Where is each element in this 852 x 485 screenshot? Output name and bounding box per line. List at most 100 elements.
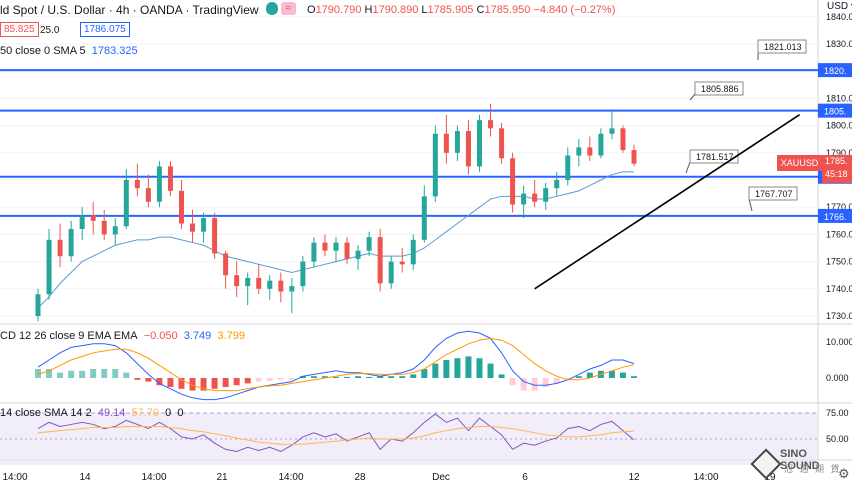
macd-histogram-bar — [299, 376, 306, 378]
macd-line — [37, 330, 635, 401]
candle-body — [212, 218, 218, 254]
waves-icon[interactable]: ≈ — [281, 2, 296, 15]
price-tick-label: 1830.0 — [826, 39, 852, 49]
candle-body — [443, 133, 449, 153]
macd-histogram-bar — [542, 378, 549, 387]
candle-body — [554, 180, 560, 189]
chart-title: ld Spot / U.S. Dollar · 4h · OANDA · Tra… — [0, 3, 259, 17]
macd-histogram-bar — [90, 369, 97, 378]
macd-histogram-bar — [410, 374, 417, 378]
candle-body — [57, 239, 63, 257]
candle-body — [532, 193, 538, 202]
level-note: 1805.886 — [701, 84, 739, 94]
ohlc-readout: O1790.790 H1790.890 L1785.905 C1785.950 … — [307, 4, 616, 16]
macd-histogram-bar — [564, 378, 571, 380]
level-note: 1781.517 — [696, 152, 734, 162]
macd-histogram-bar — [321, 376, 328, 378]
time-axis: 14:00 14 14:00 21 14:00 28 Dec 6 12 14:00 19 — [2, 472, 776, 483]
macd-histogram-bar — [46, 369, 53, 378]
candle-body — [300, 261, 306, 287]
candle-body — [101, 220, 107, 235]
candle-body — [432, 133, 438, 197]
price-tick-label: 1740.0 — [826, 284, 852, 294]
price-tick-label: 1790.0 — [826, 148, 852, 158]
macd-histogram-bar — [57, 372, 64, 378]
candle-body — [488, 120, 494, 129]
note-pointer — [685, 161, 691, 174]
candle-body — [377, 237, 383, 284]
macd-histogram-bar — [498, 374, 505, 378]
candle-body — [609, 128, 615, 134]
buy-button[interactable]: 1786.075 — [80, 22, 130, 37]
candle-body — [123, 180, 129, 227]
macd-histogram-bar — [222, 378, 229, 387]
time-tick-label: 19 — [764, 472, 776, 483]
symbol-tag: XAUUSD — [777, 155, 822, 171]
candle-body — [278, 280, 284, 292]
trendline — [534, 114, 800, 290]
macd-histogram-bar — [465, 356, 472, 378]
macd-histogram-bar — [112, 369, 119, 378]
rsi-legend: 14 close SMA 14 2 49.14 57.70 0 0 — [0, 407, 184, 419]
macd-legend: CD 12 26 close 9 EMA EMA −0.050 3.749 3.… — [0, 330, 245, 342]
price-tick-label: 1730.0 — [826, 311, 852, 321]
time-tick-label: 28 — [354, 472, 366, 483]
diamond-logo-icon — [750, 448, 782, 480]
candle-body — [399, 261, 405, 265]
rsi-line — [37, 413, 635, 453]
macd-histogram-bar — [211, 378, 218, 389]
price-tick-label: 1800.0 — [826, 121, 852, 131]
candle-body — [256, 277, 262, 289]
note-pointer — [689, 93, 696, 101]
price-tick-label: 1750.0 — [826, 257, 852, 267]
last-price-tag: 1785. 45:18 — [822, 155, 852, 183]
time-tick-label: 14:00 — [141, 472, 166, 483]
level-axis-tag — [818, 103, 852, 118]
macd-histogram-bar — [101, 369, 108, 378]
candle-body — [289, 286, 295, 292]
macd-histogram-bar — [631, 376, 637, 378]
watermark-logo: SINO SOUND 冠 通 期 貨 — [750, 447, 842, 480]
macd-histogram-bar — [619, 372, 626, 378]
market-open-icon — [266, 2, 278, 15]
settings-gear-icon[interactable]: ⚙ — [838, 466, 850, 481]
candle-body — [311, 242, 317, 262]
candle-body — [190, 223, 196, 232]
signal-line — [37, 337, 635, 392]
candle-body — [223, 253, 229, 276]
level-axis-tag — [818, 63, 852, 78]
price-pane: 1821.013 1805.886 1781.517 1767.707 — [0, 39, 818, 322]
macd-histogram-bar — [35, 369, 41, 378]
macd-histogram-bar — [454, 358, 461, 378]
note-box — [689, 149, 739, 164]
macd-histogram-bar — [388, 376, 395, 378]
macd-histogram-bar — [134, 378, 141, 380]
candle-body — [35, 294, 41, 316]
note-box — [757, 39, 807, 54]
candle-body — [333, 242, 339, 251]
candle-body — [421, 196, 427, 240]
candle-body — [576, 147, 582, 156]
price-tick-label: 1760.0 — [826, 229, 852, 239]
macd-histogram-bar — [333, 376, 339, 378]
note-pointer — [748, 198, 753, 212]
candle-body — [344, 242, 350, 259]
candle-body — [454, 131, 460, 153]
time-tick-label: 14:00 — [693, 472, 718, 483]
candle-body — [68, 228, 74, 257]
candle-body — [631, 150, 637, 164]
candle-body — [322, 242, 328, 251]
macd-histogram-bar — [255, 378, 262, 382]
currency-selector[interactable]: USD ▾ — [827, 1, 852, 12]
candle-body — [167, 166, 173, 191]
note-box — [694, 81, 744, 96]
macd-histogram-bar — [443, 360, 450, 378]
macd-histogram-bar — [575, 376, 582, 378]
level-note: 1767.707 — [755, 189, 793, 199]
rsi-pane — [0, 412, 818, 465]
macd-histogram-bar — [266, 378, 273, 381]
time-tick-label: 6 — [522, 472, 528, 483]
sell-button[interactable]: 85.825 — [0, 22, 39, 37]
macd-histogram-bar — [145, 378, 152, 382]
macd-histogram-bar — [520, 378, 527, 391]
